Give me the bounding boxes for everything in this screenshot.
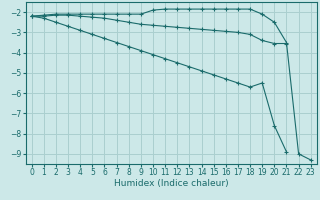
X-axis label: Humidex (Indice chaleur): Humidex (Indice chaleur) [114,179,228,188]
